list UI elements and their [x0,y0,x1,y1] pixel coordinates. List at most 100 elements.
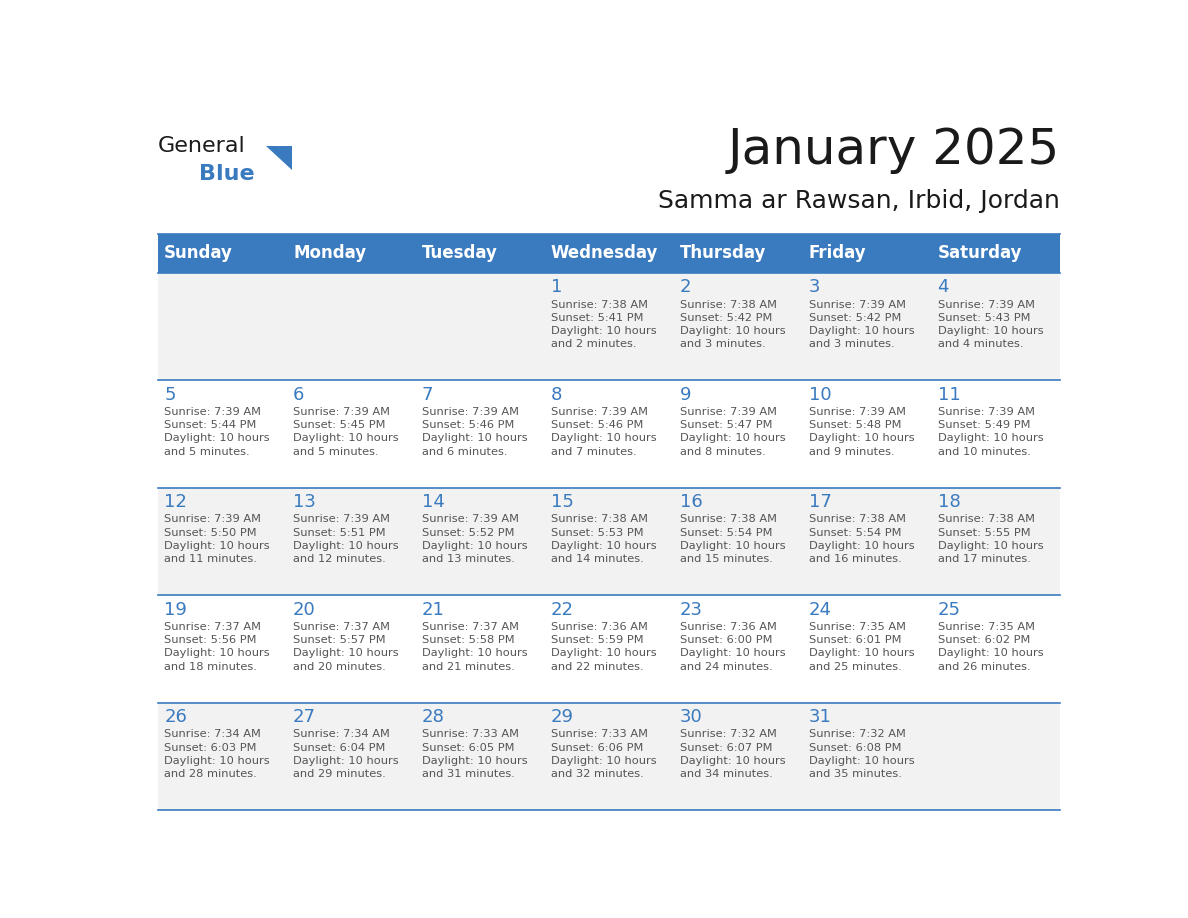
Text: Sunrise: 7:32 AM
Sunset: 6:08 PM
Daylight: 10 hours
and 35 minutes.: Sunrise: 7:32 AM Sunset: 6:08 PM Dayligh… [809,730,915,779]
Text: Sunrise: 7:38 AM
Sunset: 5:53 PM
Daylight: 10 hours
and 14 minutes.: Sunrise: 7:38 AM Sunset: 5:53 PM Dayligh… [551,514,657,564]
Text: January 2025: January 2025 [728,126,1060,174]
FancyBboxPatch shape [416,234,544,273]
Text: 26: 26 [164,708,187,726]
FancyBboxPatch shape [802,234,931,273]
Text: Sunrise: 7:39 AM
Sunset: 5:42 PM
Daylight: 10 hours
and 3 minutes.: Sunrise: 7:39 AM Sunset: 5:42 PM Dayligh… [809,299,915,349]
Text: Sunrise: 7:38 AM
Sunset: 5:42 PM
Daylight: 10 hours
and 3 minutes.: Sunrise: 7:38 AM Sunset: 5:42 PM Dayligh… [680,299,785,349]
Text: 9: 9 [680,386,691,404]
FancyBboxPatch shape [416,702,544,810]
Text: 23: 23 [680,600,703,619]
Text: Sunrise: 7:35 AM
Sunset: 6:02 PM
Daylight: 10 hours
and 26 minutes.: Sunrise: 7:35 AM Sunset: 6:02 PM Dayligh… [937,621,1043,672]
FancyBboxPatch shape [416,380,544,487]
Text: 10: 10 [809,386,832,404]
Text: 20: 20 [293,600,316,619]
FancyBboxPatch shape [931,380,1060,487]
Text: Sunrise: 7:34 AM
Sunset: 6:03 PM
Daylight: 10 hours
and 28 minutes.: Sunrise: 7:34 AM Sunset: 6:03 PM Dayligh… [164,730,270,779]
Text: Saturday: Saturday [937,244,1022,263]
Text: Sunrise: 7:33 AM
Sunset: 6:06 PM
Daylight: 10 hours
and 32 minutes.: Sunrise: 7:33 AM Sunset: 6:06 PM Dayligh… [551,730,657,779]
Text: 31: 31 [809,708,832,726]
Text: Thursday: Thursday [680,244,766,263]
FancyBboxPatch shape [674,595,802,702]
Text: Sunrise: 7:39 AM
Sunset: 5:50 PM
Daylight: 10 hours
and 11 minutes.: Sunrise: 7:39 AM Sunset: 5:50 PM Dayligh… [164,514,270,564]
FancyBboxPatch shape [286,380,416,487]
Text: Blue: Blue [200,164,254,185]
Text: 6: 6 [293,386,304,404]
FancyBboxPatch shape [931,487,1060,595]
Text: 24: 24 [809,600,832,619]
Text: 18: 18 [937,493,960,511]
FancyBboxPatch shape [802,273,931,380]
FancyBboxPatch shape [286,234,416,273]
FancyBboxPatch shape [416,273,544,380]
Text: 13: 13 [293,493,316,511]
Text: Wednesday: Wednesday [551,244,658,263]
FancyBboxPatch shape [158,273,286,380]
FancyBboxPatch shape [544,702,674,810]
Text: Sunrise: 7:33 AM
Sunset: 6:05 PM
Daylight: 10 hours
and 31 minutes.: Sunrise: 7:33 AM Sunset: 6:05 PM Dayligh… [422,730,527,779]
Text: 3: 3 [809,278,820,297]
Text: Sunrise: 7:32 AM
Sunset: 6:07 PM
Daylight: 10 hours
and 34 minutes.: Sunrise: 7:32 AM Sunset: 6:07 PM Dayligh… [680,730,785,779]
FancyBboxPatch shape [544,487,674,595]
Text: Sunrise: 7:39 AM
Sunset: 5:46 PM
Daylight: 10 hours
and 6 minutes.: Sunrise: 7:39 AM Sunset: 5:46 PM Dayligh… [422,407,527,456]
FancyBboxPatch shape [158,487,286,595]
Text: Sunrise: 7:39 AM
Sunset: 5:48 PM
Daylight: 10 hours
and 9 minutes.: Sunrise: 7:39 AM Sunset: 5:48 PM Dayligh… [809,407,915,456]
Text: Sunrise: 7:39 AM
Sunset: 5:47 PM
Daylight: 10 hours
and 8 minutes.: Sunrise: 7:39 AM Sunset: 5:47 PM Dayligh… [680,407,785,456]
Text: 11: 11 [937,386,960,404]
Text: Sunrise: 7:36 AM
Sunset: 5:59 PM
Daylight: 10 hours
and 22 minutes.: Sunrise: 7:36 AM Sunset: 5:59 PM Dayligh… [551,621,657,672]
FancyBboxPatch shape [158,234,286,273]
Polygon shape [266,145,292,170]
FancyBboxPatch shape [931,702,1060,810]
FancyBboxPatch shape [544,273,674,380]
FancyBboxPatch shape [544,380,674,487]
FancyBboxPatch shape [802,702,931,810]
FancyBboxPatch shape [931,234,1060,273]
Text: Sunrise: 7:37 AM
Sunset: 5:57 PM
Daylight: 10 hours
and 20 minutes.: Sunrise: 7:37 AM Sunset: 5:57 PM Dayligh… [293,621,399,672]
FancyBboxPatch shape [286,487,416,595]
Text: Sunrise: 7:36 AM
Sunset: 6:00 PM
Daylight: 10 hours
and 24 minutes.: Sunrise: 7:36 AM Sunset: 6:00 PM Dayligh… [680,621,785,672]
Text: 2: 2 [680,278,691,297]
FancyBboxPatch shape [674,487,802,595]
Text: Sunday: Sunday [164,244,233,263]
Text: 12: 12 [164,493,187,511]
FancyBboxPatch shape [674,380,802,487]
FancyBboxPatch shape [931,595,1060,702]
Text: Sunrise: 7:37 AM
Sunset: 5:56 PM
Daylight: 10 hours
and 18 minutes.: Sunrise: 7:37 AM Sunset: 5:56 PM Dayligh… [164,621,270,672]
Text: Sunrise: 7:39 AM
Sunset: 5:52 PM
Daylight: 10 hours
and 13 minutes.: Sunrise: 7:39 AM Sunset: 5:52 PM Dayligh… [422,514,527,564]
Text: 7: 7 [422,386,434,404]
Text: 16: 16 [680,493,702,511]
FancyBboxPatch shape [802,380,931,487]
Text: Friday: Friday [809,244,866,263]
Text: 14: 14 [422,493,444,511]
Text: Sunrise: 7:39 AM
Sunset: 5:46 PM
Daylight: 10 hours
and 7 minutes.: Sunrise: 7:39 AM Sunset: 5:46 PM Dayligh… [551,407,657,456]
Text: Samma ar Rawsan, Irbid, Jordan: Samma ar Rawsan, Irbid, Jordan [658,189,1060,213]
FancyBboxPatch shape [158,702,286,810]
Text: 15: 15 [551,493,574,511]
Text: Sunrise: 7:39 AM
Sunset: 5:43 PM
Daylight: 10 hours
and 4 minutes.: Sunrise: 7:39 AM Sunset: 5:43 PM Dayligh… [937,299,1043,349]
FancyBboxPatch shape [416,487,544,595]
FancyBboxPatch shape [286,595,416,702]
Text: 25: 25 [937,600,961,619]
Text: 21: 21 [422,600,444,619]
Text: 1: 1 [551,278,562,297]
FancyBboxPatch shape [674,702,802,810]
FancyBboxPatch shape [674,234,802,273]
Text: 28: 28 [422,708,444,726]
Text: 29: 29 [551,708,574,726]
FancyBboxPatch shape [286,702,416,810]
FancyBboxPatch shape [416,595,544,702]
Text: General: General [158,136,246,156]
Text: 27: 27 [293,708,316,726]
Text: Sunrise: 7:35 AM
Sunset: 6:01 PM
Daylight: 10 hours
and 25 minutes.: Sunrise: 7:35 AM Sunset: 6:01 PM Dayligh… [809,621,915,672]
Text: 19: 19 [164,600,187,619]
Text: Sunrise: 7:38 AM
Sunset: 5:54 PM
Daylight: 10 hours
and 16 minutes.: Sunrise: 7:38 AM Sunset: 5:54 PM Dayligh… [809,514,915,564]
Text: Monday: Monday [293,244,366,263]
Text: Sunrise: 7:38 AM
Sunset: 5:54 PM
Daylight: 10 hours
and 15 minutes.: Sunrise: 7:38 AM Sunset: 5:54 PM Dayligh… [680,514,785,564]
Text: Sunrise: 7:39 AM
Sunset: 5:49 PM
Daylight: 10 hours
and 10 minutes.: Sunrise: 7:39 AM Sunset: 5:49 PM Dayligh… [937,407,1043,456]
Text: 22: 22 [551,600,574,619]
Text: 4: 4 [937,278,949,297]
Text: Tuesday: Tuesday [422,244,498,263]
FancyBboxPatch shape [158,380,286,487]
Text: Sunrise: 7:38 AM
Sunset: 5:41 PM
Daylight: 10 hours
and 2 minutes.: Sunrise: 7:38 AM Sunset: 5:41 PM Dayligh… [551,299,657,349]
FancyBboxPatch shape [802,595,931,702]
FancyBboxPatch shape [544,595,674,702]
